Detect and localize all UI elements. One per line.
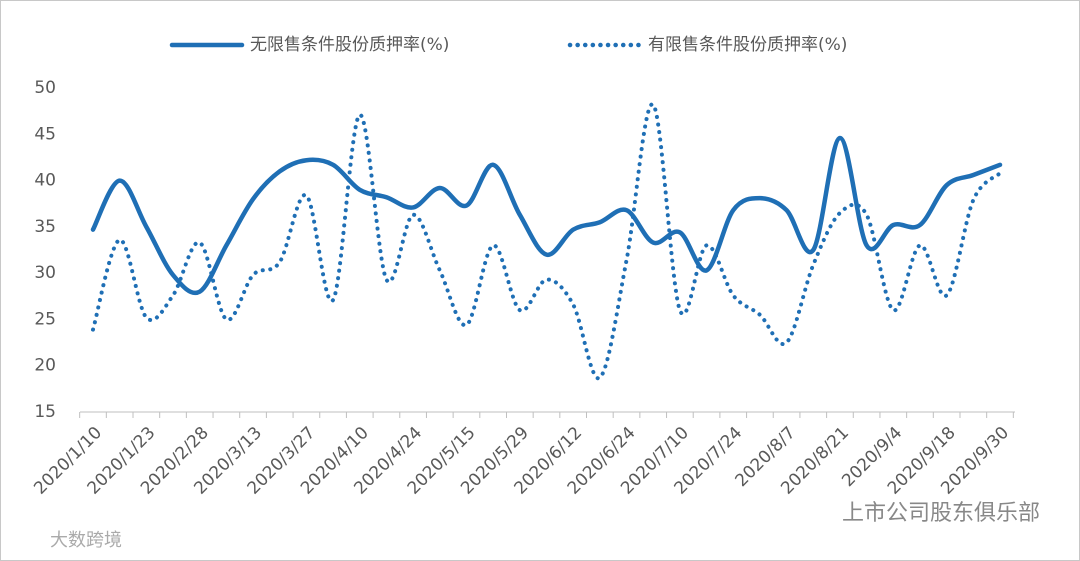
- y-tick-label: 35: [34, 217, 56, 237]
- y-tick-label: 25: [34, 309, 56, 329]
- y-tick-label: 40: [34, 171, 56, 191]
- y-tick-label: 45: [34, 124, 56, 144]
- watermark: 上市公司股东俱乐部: [842, 501, 1040, 526]
- y-tick-label: 50: [34, 78, 56, 98]
- watermark: 大数跨境: [50, 530, 122, 551]
- legend-label: 无限售条件股份质押率(%): [250, 35, 449, 55]
- y-tick-label: 15: [34, 402, 56, 422]
- y-tick-label: 30: [34, 263, 56, 283]
- series-line: [90, 135, 1003, 296]
- y-tick-label: 20: [34, 356, 56, 376]
- legend-label: 有限售条件股份质押率(%): [648, 35, 847, 55]
